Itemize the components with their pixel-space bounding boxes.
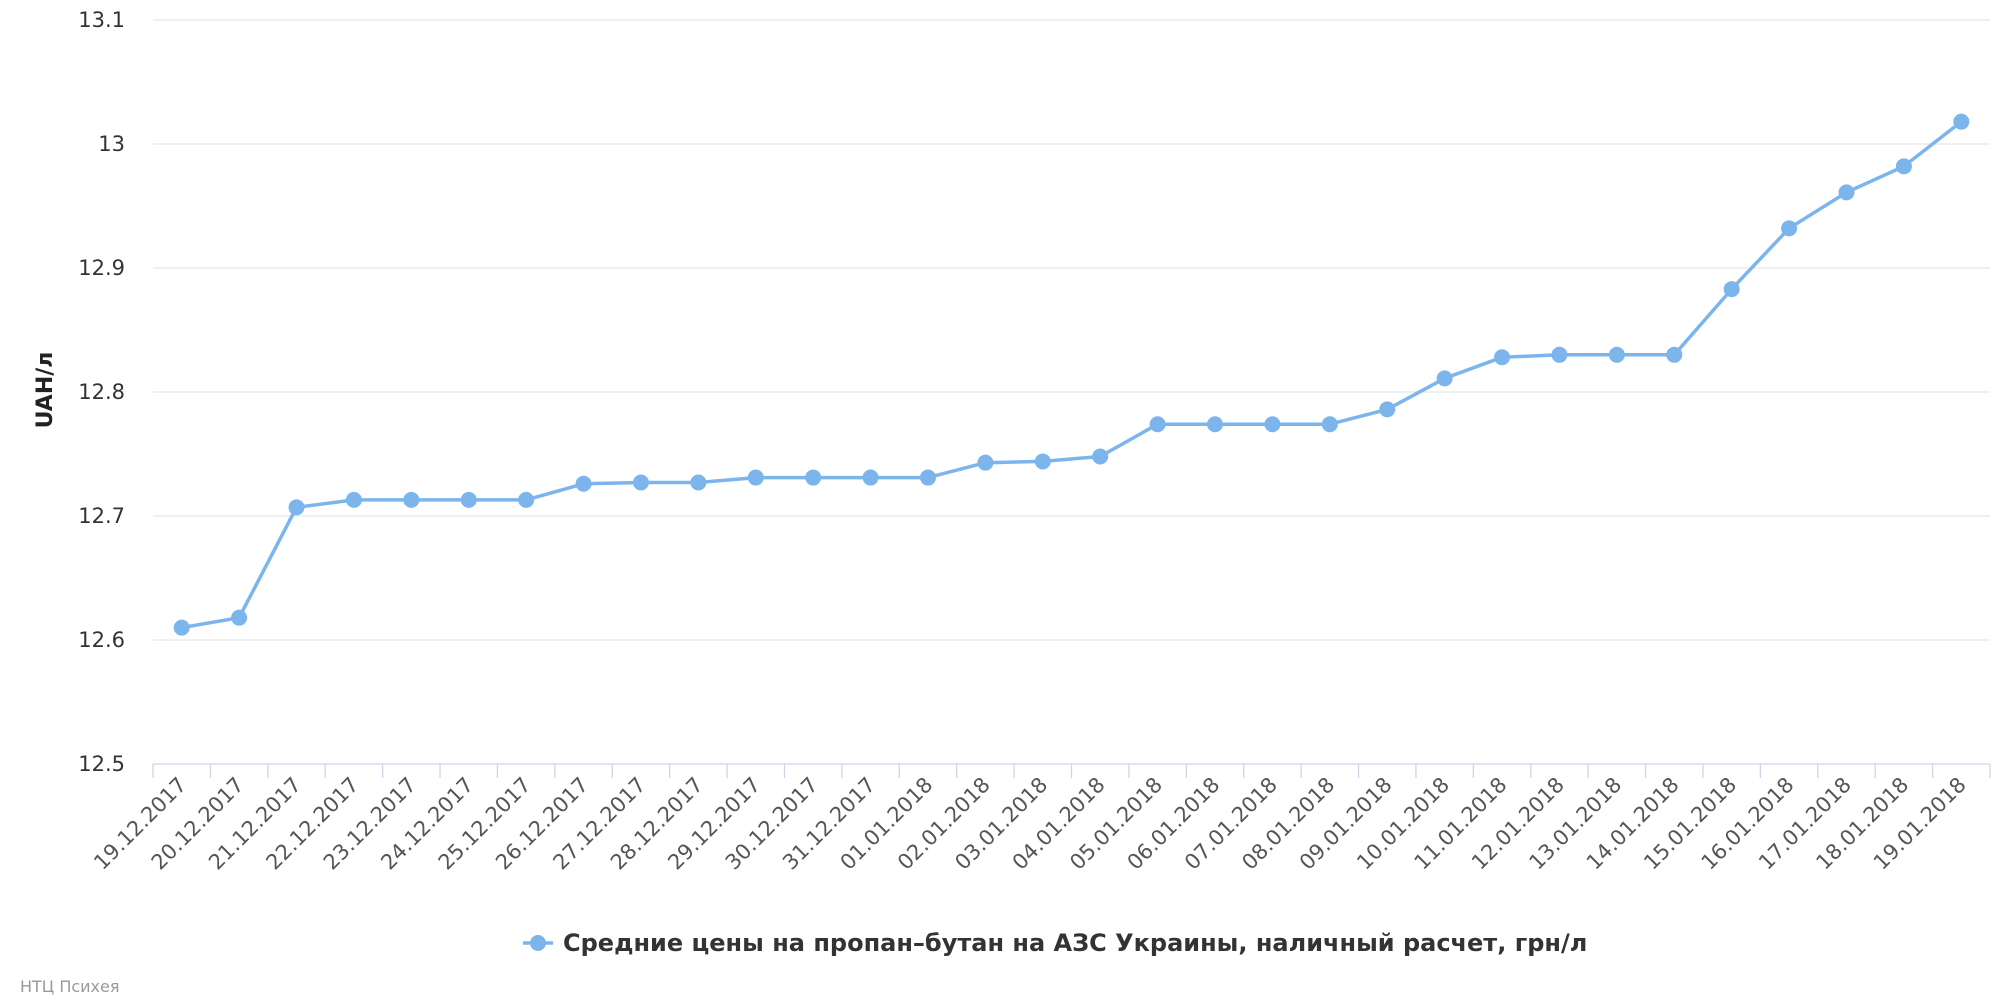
y-tick-label: 12.7 (78, 504, 125, 528)
x-axis (152, 763, 1991, 778)
data-point[interactable] (1207, 416, 1224, 433)
data-point[interactable] (460, 491, 477, 508)
data-point[interactable] (1953, 113, 1970, 130)
y-tick-label: 12.8 (78, 380, 125, 404)
data-point[interactable] (862, 469, 879, 486)
data-point[interactable] (1666, 346, 1683, 363)
data-point[interactable] (1379, 401, 1396, 418)
data-point[interactable] (288, 499, 305, 516)
gridlines (153, 19, 1990, 641)
data-point[interactable] (632, 474, 649, 491)
credits-text[interactable]: НТЦ Психея (20, 977, 119, 996)
data-point[interactable] (575, 475, 592, 492)
data-point[interactable] (231, 609, 248, 626)
data-point[interactable] (690, 474, 707, 491)
y-axis-title: UAH/л (33, 352, 58, 429)
y-tick-label: 12.9 (78, 256, 125, 280)
data-point[interactable] (1034, 453, 1051, 470)
data-point[interactable] (1264, 416, 1281, 433)
data-point[interactable] (345, 491, 362, 508)
data-point[interactable] (1895, 158, 1912, 175)
data-point[interactable] (518, 491, 535, 508)
data-point[interactable] (1781, 220, 1798, 237)
data-point[interactable] (919, 469, 936, 486)
data-point[interactable] (1494, 349, 1511, 366)
legend-marker-icon (530, 935, 546, 951)
data-point[interactable] (1092, 448, 1109, 465)
legend-series-label[interactable]: Средние цены на пропан–бутан на АЗС Укра… (563, 929, 1587, 957)
data-point[interactable] (173, 619, 190, 636)
y-tick-label: 13.1 (78, 8, 125, 32)
data-point[interactable] (805, 469, 822, 486)
series-line (179, 119, 1964, 630)
y-tick-label: 12.6 (78, 628, 125, 652)
data-point[interactable] (1723, 281, 1740, 298)
x-axis-tick-labels: 19.12.201720.12.201721.12.201722.12.2017… (89, 773, 1971, 875)
legend[interactable]: Средние цены на пропан–бутан на АЗС Укра… (523, 929, 1587, 957)
series-group (173, 113, 1970, 636)
data-point[interactable] (977, 454, 994, 471)
data-point[interactable] (403, 491, 420, 508)
y-tick-label: 12.5 (78, 752, 125, 776)
data-point[interactable] (747, 469, 764, 486)
data-point[interactable] (1608, 346, 1625, 363)
y-axis-tick-labels: 12.5 12.6 12.7 12.8 12.9 13 13.1 (78, 8, 125, 776)
data-point[interactable] (1149, 416, 1166, 433)
data-point[interactable] (1838, 184, 1855, 201)
data-point[interactable] (1436, 370, 1453, 387)
y-tick-label: 13 (98, 132, 125, 156)
data-point[interactable] (1321, 416, 1338, 433)
data-point[interactable] (1551, 346, 1568, 363)
